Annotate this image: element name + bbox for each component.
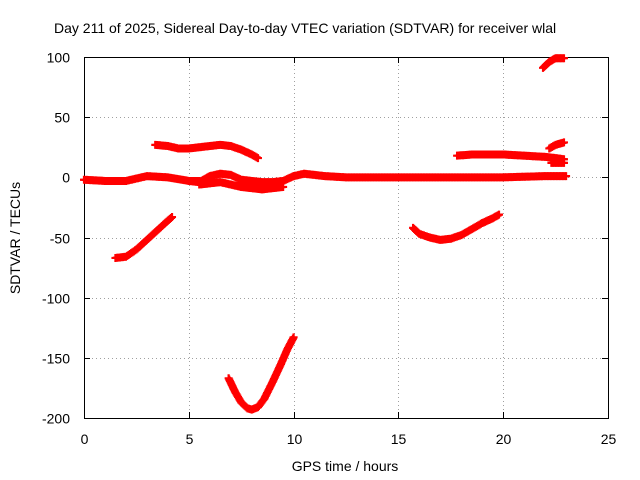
x-tick-label: 0 xyxy=(81,431,89,447)
data-point xyxy=(559,54,568,63)
y-tick-label: -150 xyxy=(42,351,70,367)
x-axis-label: GPS time / hours xyxy=(292,458,399,474)
data-point xyxy=(495,210,504,219)
y-tick-label: -50 xyxy=(50,231,70,247)
data-point xyxy=(559,158,568,167)
data-point xyxy=(168,213,177,222)
data-point xyxy=(279,182,288,191)
data-point xyxy=(253,154,262,163)
data-point xyxy=(562,172,571,181)
y-tick-label: 50 xyxy=(54,110,70,126)
y-tick-label: -100 xyxy=(42,291,70,307)
x-tick-label: 10 xyxy=(287,431,303,447)
x-tick-label: 15 xyxy=(391,431,407,447)
data-point xyxy=(559,138,568,147)
x-tick-label: 25 xyxy=(601,431,617,447)
x-tick-label: 5 xyxy=(186,431,194,447)
x-axis-ticks: 0 5 10 15 20 25 xyxy=(81,57,617,447)
y-axis-label: SDTVAR / TECUs xyxy=(7,182,23,294)
chart-title: Day 211 of 2025, Sidereal Day-to-day VTE… xyxy=(54,20,556,36)
y-axis-ticks: -200 -150 -100 -50 0 50 100 xyxy=(42,50,608,427)
data-point xyxy=(289,333,298,342)
y-tick-label: 100 xyxy=(47,50,71,66)
y-tick-label: 0 xyxy=(62,170,70,186)
x-tick-label: 20 xyxy=(496,431,512,447)
y-tick-label: -200 xyxy=(42,411,70,427)
data-points xyxy=(80,54,571,414)
